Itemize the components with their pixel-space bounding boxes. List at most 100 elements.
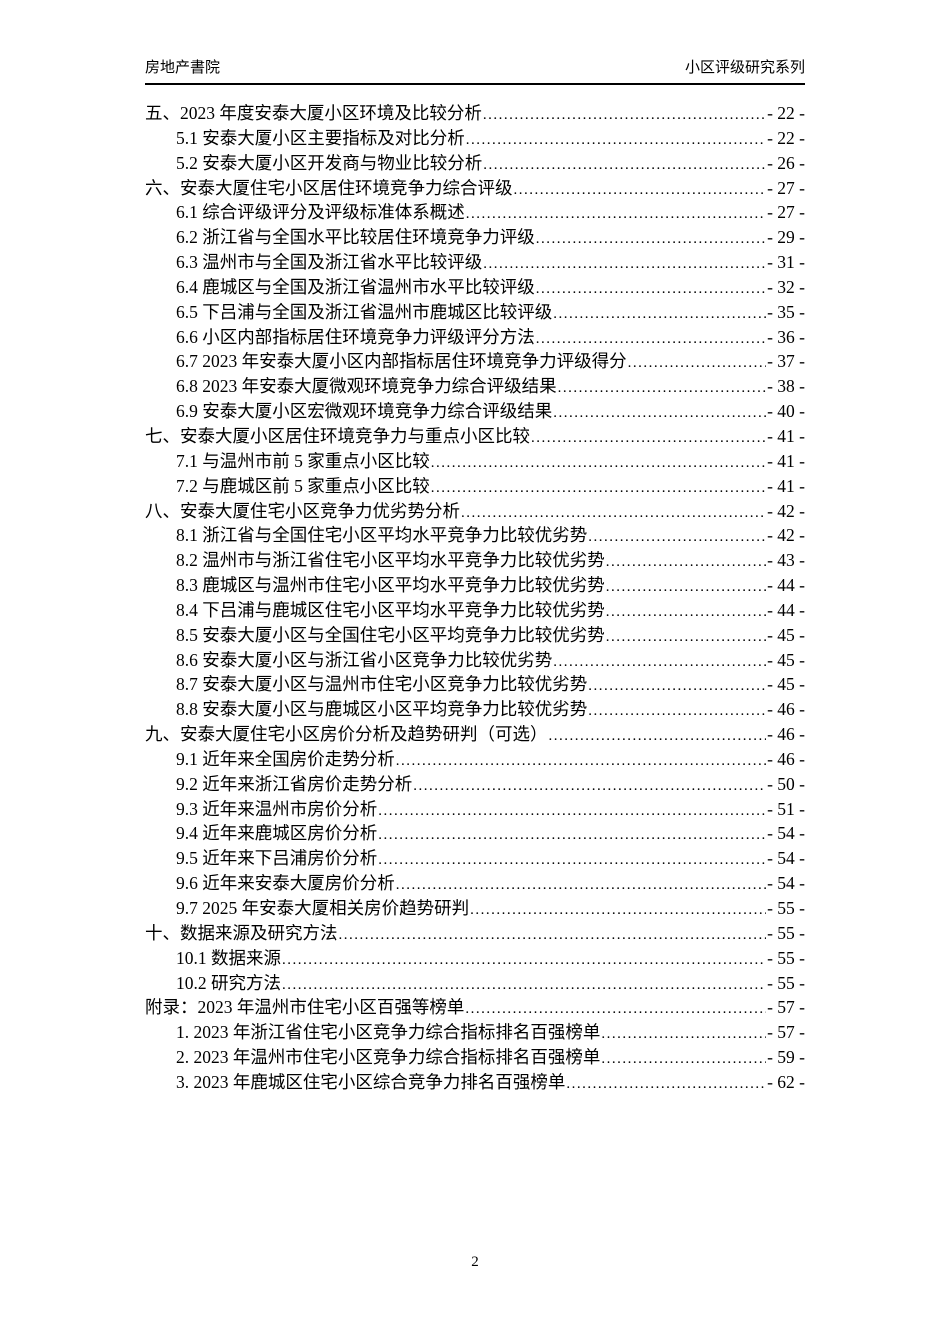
toc-entry[interactable]: 9.7 2025 年安泰大厦相关房价趋势研判 .................… <box>145 896 805 921</box>
toc-entry[interactable]: 6.8 2023 年安泰大厦微观环境竞争力综合评级结果 ............… <box>145 374 805 399</box>
toc-entry[interactable]: 6.9 安泰大厦小区宏微观环境竞争力综合评级结果 ...............… <box>145 399 805 424</box>
toc-dot-leader: ........................................… <box>588 529 767 546</box>
toc-dot-leader: ........................................… <box>465 131 766 148</box>
toc-entry[interactable]: 6.4 鹿城区与全国及浙江省温州市水平比较评级 ................… <box>145 275 805 300</box>
toc-dot-leader: ........................................… <box>461 504 766 521</box>
toc-entry[interactable]: 9.1 近年来全国房价走势分析 ........................… <box>145 747 805 772</box>
toc-dot-leader: ........................................… <box>395 752 766 769</box>
toc-entry[interactable]: 7.2 与鹿城区前 5 家重点小区比较 ....................… <box>145 474 805 499</box>
toc-entry[interactable]: 9.5 近年来下吕浦房价分析 .........................… <box>145 846 805 871</box>
toc-entry[interactable]: 8.4 下吕浦与鹿城区住宅小区平均水平竞争力比较优劣势 ............… <box>145 598 805 623</box>
toc-entry-title: 9.5 近年来下吕浦房价分析 <box>176 848 378 869</box>
toc-entry-title: 8.5 安泰大厦小区与全国住宅小区平均竞争力比较优劣势 <box>176 624 605 645</box>
toc-dot-leader: ........................................… <box>513 181 767 198</box>
toc-entry-page: - 29 - <box>767 227 805 248</box>
toc-entry[interactable]: 五、2023 年度安泰大厦小区环境及比较分析 .................… <box>145 101 805 126</box>
toc-dot-leader: ........................................… <box>588 703 767 720</box>
toc-dot-leader: ........................................… <box>605 554 767 571</box>
toc-entry[interactable]: 10.2 研究方法 ..............................… <box>145 971 805 996</box>
toc-entry[interactable]: 3. 2023 年鹿城区住宅小区综合竞争力排名百强榜单 ............… <box>145 1070 805 1095</box>
toc-entry[interactable]: 8.2 温州市与浙江省住宅小区平均水平竞争力比较优劣势 ............… <box>145 548 805 573</box>
toc-list: 五、2023 年度安泰大厦小区环境及比较分析 .................… <box>145 101 805 1095</box>
toc-entry-title: 6.3 温州市与全国及浙江省水平比较评级 <box>176 252 483 273</box>
toc-entry-title: 6.2 浙江省与全国水平比较居住环境竞争力评级 <box>176 227 535 248</box>
toc-entry-title: 6.1 综合评级评分及评级标准体系概述 <box>176 202 465 223</box>
toc-entry[interactable]: 6.7 2023 年安泰大厦小区内部指标居住环境竞争力评级得分 ........… <box>145 349 805 374</box>
toc-dot-leader: ........................................… <box>531 429 766 446</box>
toc-entry[interactable]: 6.1 综合评级评分及评级标准体系概述 ....................… <box>145 200 805 225</box>
toc-entry[interactable]: 8.5 安泰大厦小区与全国住宅小区平均竞争力比较优劣势 ............… <box>145 623 805 648</box>
toc-entry[interactable]: 2. 2023 年温州市住宅小区竞争力综合指标排名百强榜单 ..........… <box>145 1045 805 1070</box>
toc-entry[interactable]: 9.6 近年来安泰大厦房价分析 ........................… <box>145 871 805 896</box>
toc-entry-page: - 27 - <box>767 177 805 198</box>
toc-dot-leader: ........................................… <box>548 728 767 745</box>
toc-dot-leader: ........................................… <box>430 454 767 471</box>
toc-entry[interactable]: 8.8 安泰大厦小区与鹿城区小区平均竞争力比较优劣势 .............… <box>145 697 805 722</box>
toc-entry-title: 五、2023 年度安泰大厦小区环境及比较分析 <box>145 103 482 123</box>
toc-entry[interactable]: 9.4 近年来鹿城区房价分析 .........................… <box>145 821 805 846</box>
toc-entry-title: 5.2 安泰大厦小区开发商与物业比较分析 <box>176 152 483 173</box>
toc-entry-title: 9.3 近年来温州市房价分析 <box>176 798 378 819</box>
toc-entry-page: - 31 - <box>767 252 805 273</box>
toc-dot-leader: ........................................… <box>535 330 767 347</box>
toc-entry[interactable]: 6.3 温州市与全国及浙江省水平比较评级 ...................… <box>145 250 805 275</box>
toc-entry[interactable]: 6.2 浙江省与全国水平比较居住环境竞争力评级 ................… <box>145 225 805 250</box>
toc-entry[interactable]: 十、数据来源及研究方法 ............................… <box>145 921 805 946</box>
toc-dot-leader: ........................................… <box>601 1026 767 1043</box>
toc-entry[interactable]: 7.1 与温州市前 5 家重点小区比较 ....................… <box>145 449 805 474</box>
toc-entry[interactable]: 5.2 安泰大厦小区开发商与物业比较分析 ...................… <box>145 151 805 176</box>
toc-entry[interactable]: 8.1 浙江省与全国住宅小区平均水平竞争力比较优劣势 .............… <box>145 523 805 548</box>
toc-entry-page: - 32 - <box>767 276 805 297</box>
toc-entry-title: 5.1 安泰大厦小区主要指标及对比分析 <box>176 127 465 148</box>
toc-entry-page: - 46 - <box>767 724 805 745</box>
toc-entry[interactable]: 8.3 鹿城区与温州市住宅小区平均水平竞争力比较优劣势 ............… <box>145 573 805 598</box>
toc-entry[interactable]: 5.1 安泰大厦小区主要指标及对比分析 ....................… <box>145 126 805 151</box>
toc-entry[interactable]: 八、安泰大厦住宅小区竞争力优劣势分析 .....................… <box>145 499 805 524</box>
toc-dot-leader: ........................................… <box>483 256 767 273</box>
toc-entry-title: 7.1 与温州市前 5 家重点小区比较 <box>176 450 430 471</box>
toc-entry-page: - 54 - <box>767 848 805 869</box>
toc-dot-leader: ........................................… <box>395 877 766 894</box>
toc-entry[interactable]: 9.2 近年来浙江省房价走势分析 .......................… <box>145 772 805 797</box>
toc-entry-page: - 55 - <box>767 922 805 943</box>
toc-entry[interactable]: 10.1 数据来源 ..............................… <box>145 946 805 971</box>
toc-dot-leader: ........................................… <box>605 603 767 620</box>
toc-entry[interactable]: 六、安泰大厦住宅小区居住环境竞争力综合评级 ..................… <box>145 176 805 201</box>
toc-entry-page: - 54 - <box>767 873 805 894</box>
page-number: 2 <box>471 1254 479 1270</box>
toc-dot-leader: ........................................… <box>557 380 767 397</box>
toc-entry-page: - 42 - <box>767 500 805 521</box>
page-header: 房地产書院 小区评级研究系列 <box>145 0 805 85</box>
toc-dot-leader: ........................................… <box>553 653 766 670</box>
toc-entry[interactable]: 6.5 下吕浦与全国及浙江省温州市鹿城区比较评级 ...............… <box>145 300 805 325</box>
toc-entry-page: - 22 - <box>767 103 805 123</box>
toc-entry[interactable]: 九、安泰大厦住宅小区房价分析及趋势研判（可选） ................… <box>145 722 805 747</box>
toc-dot-leader: ........................................… <box>482 107 767 123</box>
toc-entry[interactable]: 9.3 近年来温州市房价分析 .........................… <box>145 797 805 822</box>
toc-entry[interactable]: 8.7 安泰大厦小区与温州市住宅小区竞争力比较优劣势 .............… <box>145 672 805 697</box>
toc-entry-title: 6.7 2023 年安泰大厦小区内部指标居住环境竞争力评级得分 <box>176 351 627 372</box>
toc-entry-page: - 46 - <box>767 748 805 769</box>
toc-dot-leader: ........................................… <box>627 355 766 372</box>
toc-entry[interactable]: 附录：2023 年温州市住宅小区百强等榜单 ..................… <box>145 995 805 1020</box>
toc-dot-leader: ........................................… <box>430 479 767 496</box>
toc-entry-page: - 37 - <box>767 351 805 372</box>
toc-entry[interactable]: 6.6 小区内部指标居住环境竞争力评级评分方法 ................… <box>145 325 805 350</box>
toc-dot-leader: ........................................… <box>470 902 766 918</box>
toc-entry-title: 七、安泰大厦小区居住环境竞争力与重点小区比较 <box>145 425 530 446</box>
toc-entry-title: 附录：2023 年温州市住宅小区百强等榜单 <box>145 997 465 1018</box>
toc-dot-leader: ........................................… <box>553 405 766 422</box>
toc-entry-page: - 40 - <box>767 401 805 422</box>
toc-entry-page: - 59 - <box>767 1047 805 1068</box>
toc-entry-page: - 42 - <box>767 525 805 546</box>
toc-entry[interactable]: 8.6 安泰大厦小区与浙江省小区竞争力比较优劣势 ...............… <box>145 648 805 673</box>
toc-entry-title: 6.4 鹿城区与全国及浙江省温州市水平比较评级 <box>176 276 535 297</box>
toc-dot-leader: ........................................… <box>378 852 766 869</box>
toc-entry[interactable]: 七、安泰大厦小区居住环境竞争力与重点小区比较 .................… <box>145 424 805 449</box>
toc-entry[interactable]: 1. 2023 年浙江省住宅小区竞争力综合指标排名百强榜单 ..........… <box>145 1020 805 1045</box>
toc-entry-title: 2. 2023 年温州市住宅小区竞争力综合指标排名百强榜单 <box>176 1047 601 1068</box>
toc-dot-leader: ........................................… <box>588 678 767 695</box>
toc-entry-title: 6.9 安泰大厦小区宏微观环境竞争力综合评级结果 <box>176 401 553 422</box>
toc-dot-leader: ........................................… <box>465 206 766 223</box>
